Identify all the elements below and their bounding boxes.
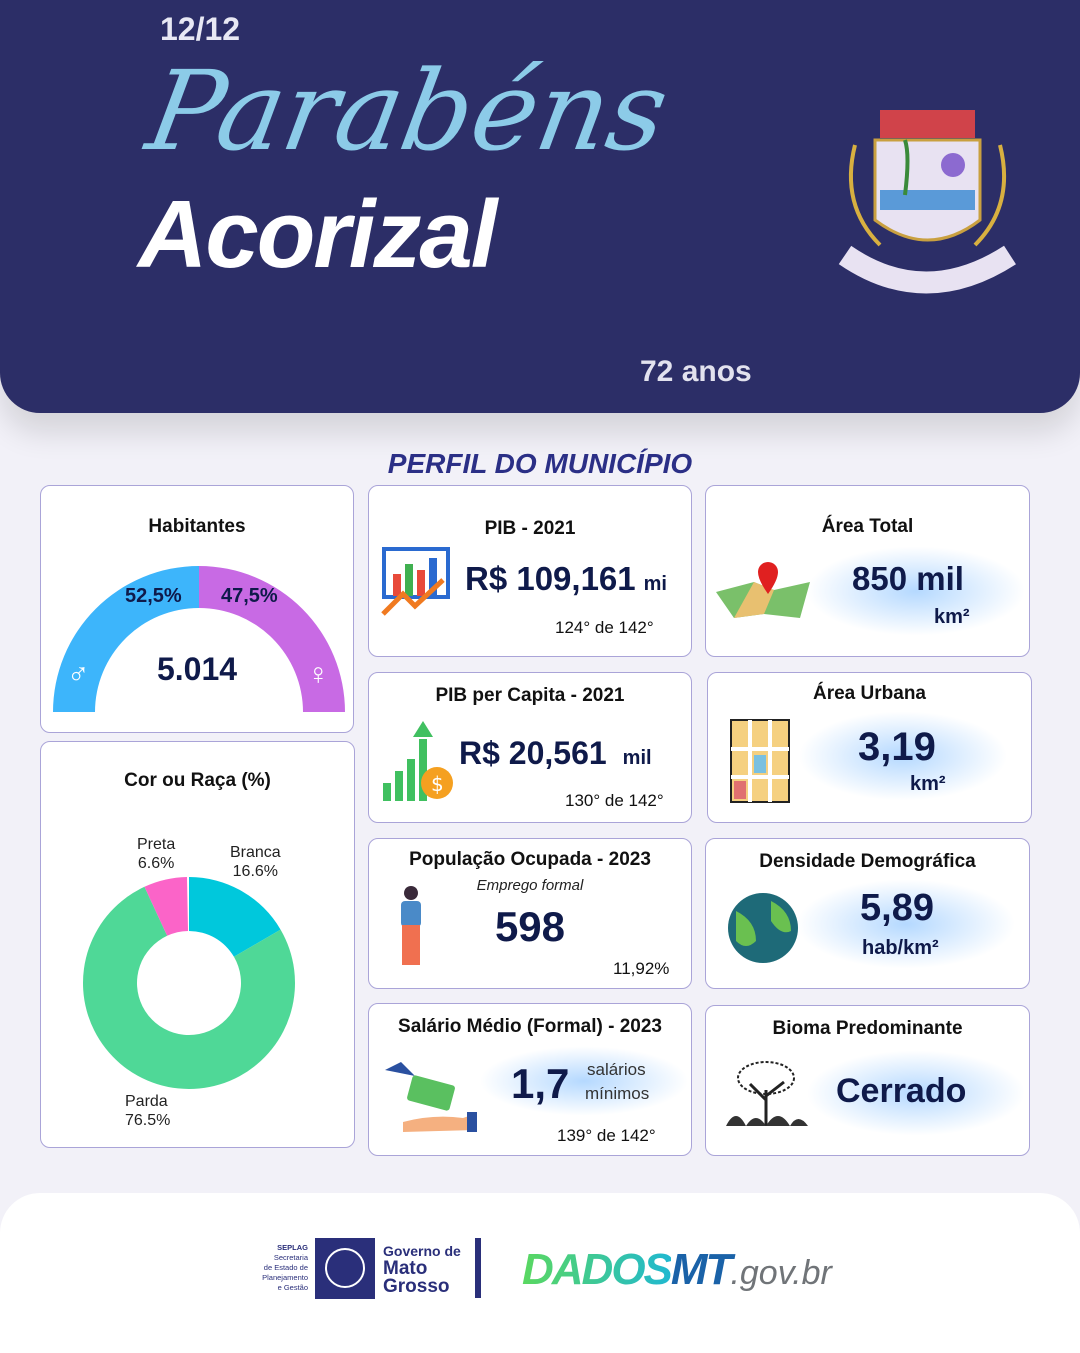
donut-slice-parda <box>83 886 296 1089</box>
densidade-unit: hab/km² <box>862 937 939 959</box>
area-urbana-value: 3,19 <box>858 725 936 769</box>
salario-unit-2: mínimos <box>585 1084 650 1103</box>
pib-per-capita-rank: 130° de 142° <box>565 791 664 810</box>
city-map-icon <box>730 719 790 803</box>
section-title: PERFIL DO MUNICÍPIO <box>387 448 693 479</box>
salario-card: Salário Médio (Formal) - 2023 1,7 salári… <box>368 1003 692 1156</box>
populacao-percent: 11,92% <box>613 959 670 978</box>
growth-coin-icon: $ <box>383 721 453 801</box>
densidade-value: 5,89 <box>860 887 934 929</box>
footer: SEPLAG Secretaria de Estado de Planejamento… <box>0 1193 1080 1353</box>
governo-logo-text: Governo de Mato Grosso <box>383 1243 461 1297</box>
pib-per-capita-value-row: R$ 20,561 mil <box>459 735 652 772</box>
card-title: Bioma Predominante <box>772 1018 963 1039</box>
area-urbana-unit: km² <box>910 773 946 795</box>
mato-grosso-seal-icon <box>315 1238 375 1299</box>
age: 72 anos <box>640 355 752 388</box>
pib-per-capita-card: PIB per Capita - 2021 $ R$ 20,561 mil 13… <box>368 672 692 823</box>
pib-value: R$ 109,161 <box>465 560 636 597</box>
pib-rank: 124° de 142° <box>555 618 654 637</box>
card-title: PIB - 2021 <box>484 518 576 539</box>
svg-text:$: $ <box>431 772 444 796</box>
area-total-value: 850 mil <box>852 560 964 597</box>
money-hands-icon <box>385 1062 477 1132</box>
pib-per-capita-unit: mil <box>622 747 652 769</box>
bar-chart-growth-icon <box>381 547 450 616</box>
card-title: Área Total <box>821 516 914 537</box>
habitantes-total: 5.014 <box>156 651 238 687</box>
salario-rank: 139° de 142° <box>557 1126 656 1145</box>
card-title: Densidade Demográfica <box>759 851 976 872</box>
densidade-card: Densidade Demográfica 5,89 hab/km² <box>705 838 1030 989</box>
populacao-value: 598 <box>494 903 566 950</box>
script-title: Parabéns <box>138 47 677 175</box>
gender-gauge <box>53 566 345 712</box>
populacao-card: População Ocupada - 2023 Emprego formal … <box>368 838 692 989</box>
pib-card: PIB - 2021 R$ 109,161 mi 124° de 142° <box>368 485 692 657</box>
male-icon: ♂ <box>67 658 90 691</box>
card-title: PIB per Capita - 2021 <box>435 685 625 706</box>
map-pin-icon <box>716 562 810 618</box>
label-parda: Parda 76.5% <box>125 1093 171 1129</box>
coat-of-arms-icon <box>838 110 1016 294</box>
pib-unit: mi <box>643 573 667 595</box>
seplag-text: SEPLAG Secretaria de Estado de Planejamento… <box>262 1243 308 1292</box>
area-urbana-card: Área Urbana 3,19 km² <box>707 672 1032 823</box>
salario-unit-1: salários <box>587 1060 646 1079</box>
cerrado-tree-icon <box>726 1061 808 1126</box>
pib-per-capita-value: R$ 20,561 <box>459 735 607 771</box>
female-percent: 47,5% <box>221 585 278 607</box>
area-total-unit: km² <box>934 606 970 628</box>
populacao-subtitle: Emprego formal <box>476 877 584 894</box>
label-preta: Preta 6.6% <box>137 836 176 872</box>
bioma-value: Cerrado <box>836 1072 967 1110</box>
pib-value-row: R$ 109,161 mi <box>465 560 667 598</box>
donut-slice-preta <box>144 877 189 936</box>
female-arc <box>199 566 345 712</box>
label-branca: Branca 16.6% <box>230 844 281 880</box>
dadosmt-logo: DADOSMT.gov.br <box>522 1245 832 1294</box>
card-title: Área Urbana <box>813 683 926 704</box>
male-percent: 52,5% <box>125 585 182 607</box>
raca-card: Cor ou Raça (%) Preta 6.6% Branca 16.6% Pa… <box>40 741 355 1148</box>
salario-value: 1,7 <box>511 1060 570 1107</box>
date: 12/12 <box>160 11 241 47</box>
area-total-card: Área Total 850 mil km² <box>705 485 1030 657</box>
bioma-card: Bioma Predominante Cerrado <box>705 1005 1030 1156</box>
city-name: Acorizal <box>138 181 497 288</box>
card-title: População Ocupada - 2023 <box>409 849 651 870</box>
donut-slice-branca <box>189 877 281 957</box>
habitantes-card: Habitantes 52,5% 47,5% 5.014 ♂ ♀ <box>40 485 354 733</box>
card-title: Habitantes <box>148 516 246 537</box>
globe-people-icon <box>728 893 798 963</box>
worker-icon <box>401 886 421 965</box>
male-arc <box>53 566 199 712</box>
card-title: Cor ou Raça (%) <box>124 770 271 791</box>
divider <box>475 1238 481 1298</box>
raca-donut-chart <box>83 877 296 1089</box>
card-title: Salário Médio (Formal) - 2023 <box>398 1016 662 1037</box>
header-banner: 12/12 Parabéns Acorizal 72 anos <box>0 0 1080 413</box>
female-icon: ♀ <box>307 658 330 691</box>
